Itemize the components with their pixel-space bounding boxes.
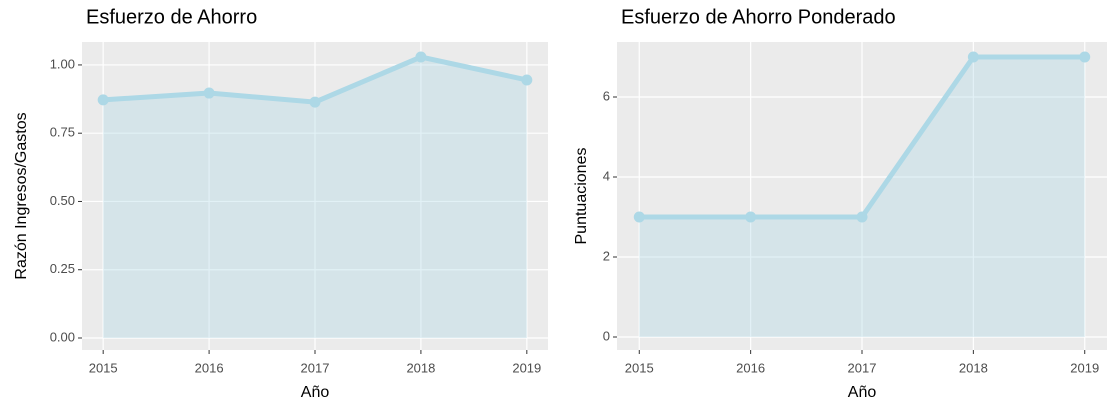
point: [745, 211, 757, 223]
y-tick-label: 4: [603, 168, 610, 183]
x-tick-label: 2019: [1070, 360, 1099, 375]
point: [521, 74, 533, 86]
point: [97, 94, 109, 106]
x-tick-label: 2018: [959, 360, 988, 375]
x-axis-title: Año: [301, 384, 330, 401]
x-tick-label: 2017: [301, 360, 330, 375]
y-tick-label: 0: [603, 328, 610, 343]
point: [415, 51, 427, 63]
y-tick-label: 0.00: [50, 329, 75, 344]
x-tick-label: 2017: [848, 360, 877, 375]
point: [633, 211, 645, 223]
chart-title: Esfuerzo de Ahorro: [86, 6, 257, 28]
point: [1079, 51, 1091, 63]
area: [639, 57, 1085, 337]
x-tick-label: 2016: [195, 360, 224, 375]
y-tick-label: 1.00: [50, 56, 75, 71]
y-axis-title: Razón Ingresos/Gastos: [13, 112, 30, 279]
y-tick-label: 0.50: [50, 193, 75, 208]
x-axis-title: Año: [848, 384, 877, 401]
point: [309, 96, 321, 108]
y-tick-label: 6: [603, 88, 610, 103]
y-tick-label: 0.75: [50, 125, 75, 140]
y-tick-label: 0.25: [50, 261, 75, 276]
y-axis-title: Puntuaciones: [573, 148, 590, 245]
point: [967, 51, 979, 63]
x-tick-label: 2018: [406, 360, 435, 375]
x-tick-label: 2016: [736, 360, 765, 375]
x-tick-label: 2015: [625, 360, 654, 375]
area: [103, 57, 527, 338]
x-tick-label: 2015: [89, 360, 118, 375]
chart-title: Esfuerzo de Ahorro Ponderado: [621, 6, 896, 28]
x-tick-label: 2019: [512, 360, 541, 375]
point: [856, 211, 868, 223]
point: [203, 87, 215, 99]
y-tick-label: 2: [603, 248, 610, 263]
